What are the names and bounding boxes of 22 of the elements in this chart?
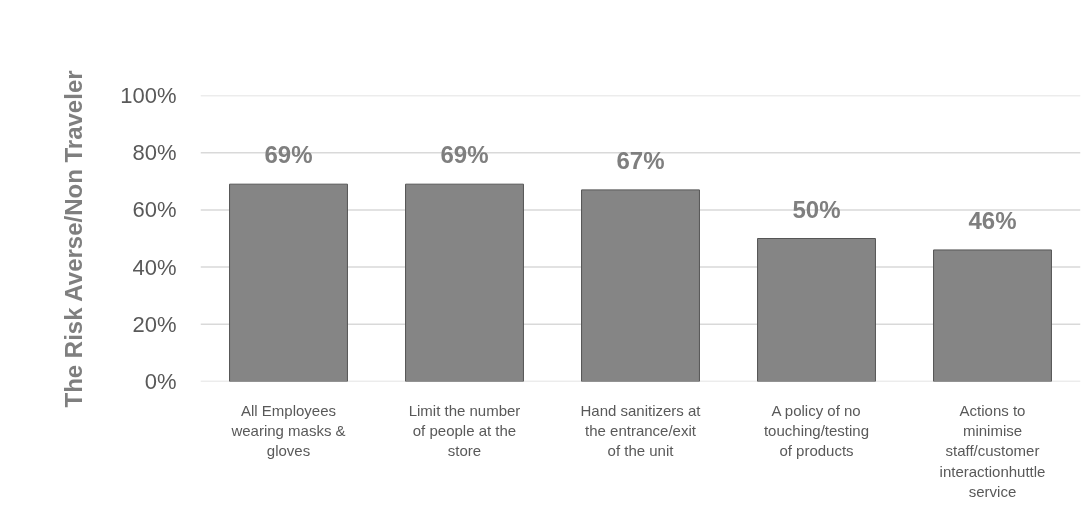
bar (933, 249, 1052, 382)
data-label: 69% (440, 141, 489, 169)
x-tick-label: Actions to minimise staff/customer interactionhuttle service (939, 401, 1046, 501)
y-axis-title: The Risk Averse/Non Traveler (60, 70, 88, 408)
y-tick-label: 40% (132, 254, 177, 280)
data-label: 69% (264, 141, 313, 169)
data-label: 50% (792, 195, 841, 223)
y-tick-label: 60% (132, 197, 177, 223)
bar (757, 238, 876, 382)
y-tick-label: 0% (144, 369, 177, 394)
x-tick-label: Limit the number of people at the store (408, 401, 521, 460)
x-tick-label: All Employees wearing masks & gloves (230, 401, 346, 460)
bar (581, 189, 700, 382)
x-tick-label: A policy of no touching/testing of products (763, 401, 870, 460)
x-tick-label: Hand sanitizers at the entrance/exit of the unit (580, 401, 702, 460)
y-tick-label: 20% (132, 311, 177, 337)
data-label: 46% (968, 206, 1017, 234)
y-tick-label: 100% (120, 83, 177, 108)
y-tick-label: 80% (132, 140, 177, 166)
bar (405, 183, 524, 382)
bar (229, 183, 348, 382)
data-label: 67% (616, 146, 665, 174)
